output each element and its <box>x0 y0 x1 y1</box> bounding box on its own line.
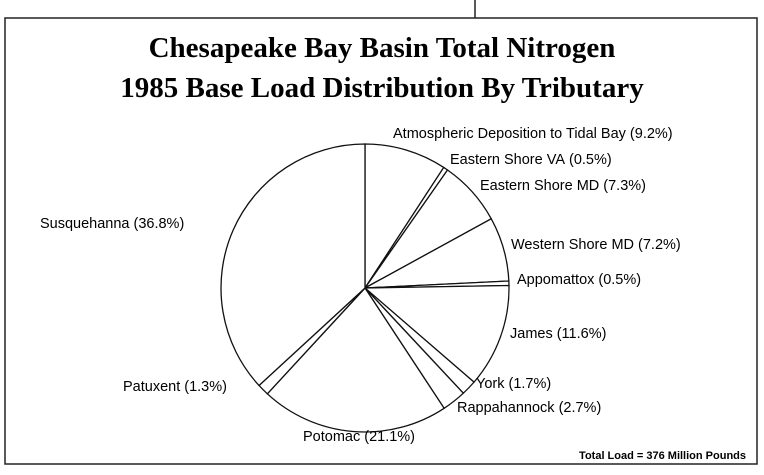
chart-title: Chesapeake Bay Basin Total Nitrogen <box>149 32 616 64</box>
label-name: Patuxent <box>123 379 180 395</box>
slice-label: Eastern Shore MD (7.3%) <box>480 178 646 194</box>
slice-label: Rappahannock (2.7%) <box>457 400 601 416</box>
label-name: York <box>476 376 505 392</box>
slice-label: Atmospheric Deposition to Tidal Bay (9.2%… <box>393 126 673 142</box>
label-name: Atmospheric Deposition to Tidal Bay <box>393 126 627 142</box>
slice-label: Appomattox (0.5%) <box>517 272 641 288</box>
label-name: Potomac <box>303 429 360 445</box>
label-value: (7.2%) <box>638 237 681 253</box>
label-name: Eastern Shore VA <box>450 152 565 168</box>
label-value: (11.6%) <box>557 326 607 342</box>
label-value: (7.3%) <box>603 178 646 194</box>
pie-slice <box>364 143 445 291</box>
chart-title: 1985 Base Load Distribution By Tributary <box>120 72 644 104</box>
label-name: James <box>510 326 553 342</box>
label-value: (9.2%) <box>630 126 673 142</box>
label-name: Eastern Shore MD <box>480 178 599 194</box>
label-name: Western Shore MD <box>511 237 634 253</box>
label-name: Rappahannock <box>457 400 555 416</box>
note: Total Load = 376 Million Pounds <box>579 450 746 462</box>
slice-label: Western Shore MD (7.2%) <box>511 237 681 253</box>
pie-slice <box>266 286 446 433</box>
label-value: (1.3%) <box>184 379 227 395</box>
label-name: Susquehanna <box>40 216 130 232</box>
frame <box>4 17 758 465</box>
slice-label: Patuxent (1.3%) <box>123 379 227 395</box>
label-value: (1.7%) <box>508 376 551 392</box>
pie-slice <box>363 284 510 384</box>
slice-label: James (11.6%) <box>510 326 606 342</box>
label-value: (0.5%) <box>598 272 641 288</box>
label-value: (0.5%) <box>569 152 612 168</box>
label-value: (2.7%) <box>559 400 602 416</box>
slice-label: Susquehanna (36.8%) <box>40 216 184 232</box>
slice-label: Potomac (21.1%) <box>303 429 415 445</box>
pie-slice <box>220 143 366 387</box>
label-name: Appomattox <box>517 272 595 288</box>
label-value: (21.1%) <box>364 429 415 445</box>
slice-label: Eastern Shore VA (0.5%) <box>450 152 612 168</box>
slice-label: York (1.7%) <box>476 376 551 392</box>
label-value: (36.8%) <box>134 216 185 232</box>
